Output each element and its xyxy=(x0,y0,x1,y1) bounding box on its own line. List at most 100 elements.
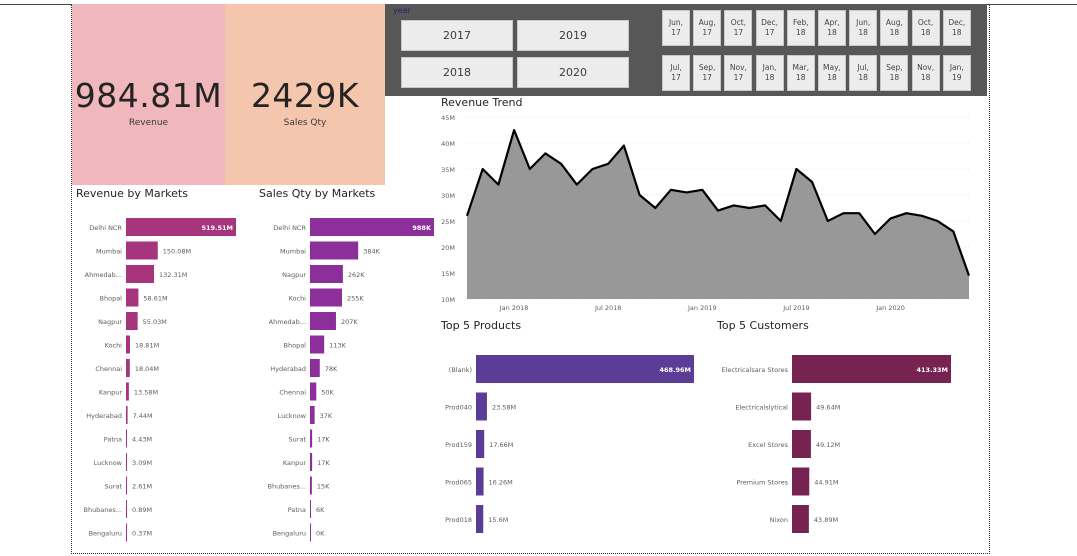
x-tick-label: Jul 2018 xyxy=(594,304,621,312)
bar[interactable] xyxy=(310,429,313,448)
bar[interactable] xyxy=(126,429,127,448)
year-label: 17 xyxy=(671,28,681,37)
revenue-trend-title: Revenue Trend xyxy=(441,96,523,109)
month-label: May, xyxy=(823,63,841,72)
month-button-jul-17[interactable]: Jul, 17 xyxy=(662,55,690,91)
bar[interactable] xyxy=(126,241,158,260)
month-button-jan-18[interactable]: Jan, 18 xyxy=(755,55,784,91)
month-button-jun-17[interactable]: Jun, 17 xyxy=(662,10,690,46)
bar[interactable] xyxy=(792,355,951,383)
bar[interactable] xyxy=(126,288,139,307)
month-button-feb-18[interactable]: Feb, 18 xyxy=(786,10,815,46)
year-button-2019[interactable]: 2019 xyxy=(517,20,629,51)
bar[interactable] xyxy=(310,500,311,518)
month-button-apr-18[interactable]: Apr, 18 xyxy=(818,10,846,46)
year-label: 18 xyxy=(920,73,931,82)
bar[interactable] xyxy=(126,500,127,518)
month-button-aug-18[interactable]: Aug, 18 xyxy=(880,10,909,46)
month-label: Jan, xyxy=(762,63,777,72)
bar[interactable] xyxy=(310,406,315,424)
month-label: Sep, xyxy=(698,63,716,72)
y-tick-label: 10M xyxy=(441,296,455,304)
bar[interactable] xyxy=(792,430,811,458)
month-button-may-18[interactable]: May, 18 xyxy=(818,55,846,91)
bar[interactable] xyxy=(126,335,130,354)
data-label: 17.66M xyxy=(489,441,513,449)
bar[interactable] xyxy=(126,476,127,495)
year-label: 18 xyxy=(827,73,837,82)
bar[interactable] xyxy=(476,430,485,458)
month-button-jan-19[interactable]: Jan, 19 xyxy=(942,55,971,91)
bar[interactable] xyxy=(476,505,484,533)
category-label: Electricalsara Stores xyxy=(721,366,788,374)
bar[interactable] xyxy=(126,312,138,330)
data-label: 2.61M xyxy=(132,483,152,491)
month-button-jun-18[interactable]: Jun, 18 xyxy=(849,10,878,46)
month-button-aug-17[interactable]: Aug, 17 xyxy=(693,10,722,46)
year-label: 17 xyxy=(733,28,744,37)
month-button-sep-17[interactable]: Sep, 17 xyxy=(693,55,722,91)
month-button-nov-17[interactable]: Nov, 17 xyxy=(724,55,753,91)
y-tick-label: 40M xyxy=(441,140,455,148)
bar[interactable] xyxy=(792,505,809,533)
bar[interactable] xyxy=(310,382,317,401)
bar[interactable] xyxy=(310,453,313,471)
category-label: (Blank) xyxy=(449,366,472,374)
data-label: 49.64M xyxy=(816,404,840,412)
year-label: 19 xyxy=(952,73,962,82)
bar[interactable] xyxy=(126,523,127,542)
bar[interactable] xyxy=(126,406,128,424)
bar[interactable] xyxy=(476,392,487,421)
bar[interactable] xyxy=(792,392,812,421)
report-canvas xyxy=(71,4,990,554)
year-label: 18 xyxy=(796,28,806,37)
month-button-dec-18[interactable]: Dec, 18 xyxy=(942,10,971,46)
bar[interactable] xyxy=(310,523,311,542)
month-label: Jun, xyxy=(856,18,871,27)
bar[interactable] xyxy=(792,467,810,496)
month-button-oct-18[interactable]: Oct, 18 xyxy=(911,10,940,46)
qty-by-markets-chart: Delhi NCR 988K Mumbai 384K Nagpur 262K Kochi 25… xyxy=(267,218,434,542)
bar[interactable] xyxy=(310,312,336,330)
category-label: Bengaluru xyxy=(273,530,306,538)
category-label: Bhubanes... xyxy=(267,483,306,491)
bar[interactable] xyxy=(126,359,130,377)
bar[interactable] xyxy=(310,288,343,307)
bar[interactable] xyxy=(476,355,694,383)
month-button-sep-18[interactable]: Sep, 18 xyxy=(880,55,909,91)
bar[interactable] xyxy=(126,453,127,471)
year-button-2018[interactable]: 2018 xyxy=(401,57,513,88)
month-label: Feb, xyxy=(792,18,809,27)
bar[interactable] xyxy=(310,335,325,354)
year-button-2017[interactable]: 2017 xyxy=(401,20,513,51)
data-label: 43.89M xyxy=(814,516,838,524)
data-label: 17K xyxy=(317,459,330,467)
bar[interactable] xyxy=(310,218,434,236)
data-label: 6K xyxy=(316,506,325,514)
year-label: 17 xyxy=(702,28,712,37)
bar[interactable] xyxy=(126,382,129,401)
trend-line xyxy=(465,128,971,276)
year-label: 18 xyxy=(858,28,868,37)
bar[interactable] xyxy=(476,467,484,496)
sales-qty-value: 2429K xyxy=(250,76,360,115)
month-button-jul-18[interactable]: Jul, 18 xyxy=(849,55,878,91)
year-button-2020[interactable]: 2020 xyxy=(517,57,629,88)
month-button-mar-18[interactable]: Mar, 18 xyxy=(786,55,815,91)
bar[interactable] xyxy=(126,218,236,236)
data-label: 132.31M xyxy=(159,271,187,279)
bar[interactable] xyxy=(310,265,343,283)
month-button-oct-17[interactable]: Oct, 17 xyxy=(724,10,753,46)
bar[interactable] xyxy=(310,359,320,377)
month-button-dec-17[interactable]: Dec, 17 xyxy=(755,10,784,46)
year-label: 18 xyxy=(952,28,962,37)
bar[interactable] xyxy=(310,241,359,260)
month-button-nov-18[interactable]: Nov, 18 xyxy=(911,55,940,91)
bar[interactable] xyxy=(310,476,312,495)
bar[interactable] xyxy=(126,265,155,283)
data-label: 207K xyxy=(341,318,358,326)
data-label: 18.81M xyxy=(135,342,159,350)
data-label: 23.58M xyxy=(492,404,516,412)
month-label: Sep, xyxy=(886,63,903,72)
x-tick-label: Jan 2018 xyxy=(499,304,529,312)
